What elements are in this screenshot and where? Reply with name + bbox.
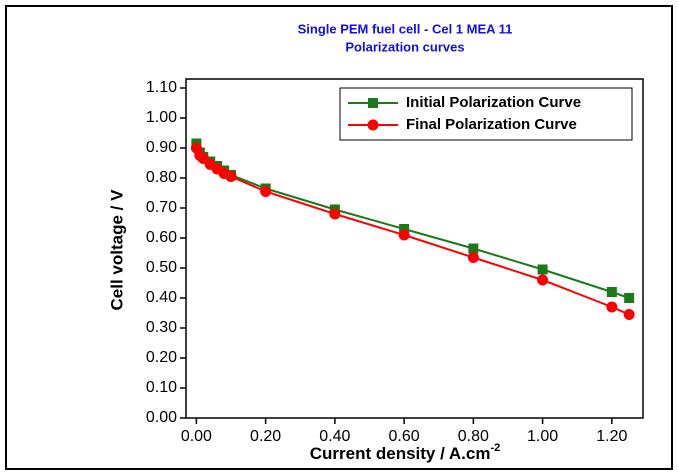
y-tick-label: 1.00 bbox=[146, 109, 177, 126]
y-tick-label: 0.70 bbox=[146, 199, 177, 216]
x-tick-label: 0.40 bbox=[319, 428, 350, 445]
marker bbox=[398, 229, 410, 241]
marker bbox=[468, 243, 479, 254]
y-axis-label: Cell voltage / V bbox=[107, 189, 126, 311]
y-tick-label: 0.90 bbox=[146, 139, 177, 156]
legend-marker bbox=[367, 119, 379, 131]
y-tick-label: 0.30 bbox=[146, 319, 177, 336]
y-tick-label: 0.20 bbox=[146, 349, 177, 366]
x-tick-label: 0.80 bbox=[458, 428, 489, 445]
x-tick-label: 0.60 bbox=[389, 428, 420, 445]
y-tick-label: 0.40 bbox=[146, 289, 177, 306]
x-tick-label: 1.20 bbox=[596, 428, 627, 445]
x-axis-label: Current density / A.cm-2 bbox=[310, 442, 501, 464]
y-tick-label: 0.60 bbox=[146, 229, 177, 246]
marker bbox=[225, 171, 237, 182]
marker bbox=[399, 224, 410, 234]
y-tick-label: 0.10 bbox=[146, 379, 177, 396]
frame bbox=[5, 5, 673, 470]
marker bbox=[623, 309, 635, 320]
y-tick-label: 0.50 bbox=[146, 259, 177, 276]
marker bbox=[329, 208, 341, 220]
y-tick-label: 1.10 bbox=[146, 79, 177, 96]
y-tick-label: 0.00 bbox=[146, 409, 177, 426]
marker bbox=[467, 252, 479, 263]
x-tick-label: 1.00 bbox=[527, 428, 558, 445]
x-tick-label: 0.00 bbox=[181, 428, 212, 445]
x-tick-label: 0.20 bbox=[250, 428, 281, 445]
marker bbox=[537, 274, 549, 286]
marker bbox=[606, 287, 617, 297]
x-axis-label-text: Current density / A.cm bbox=[310, 444, 491, 463]
legend-box bbox=[339, 87, 633, 141]
chart-title: Single PEM fuel cell - Cel 1 MEA 11 bbox=[298, 21, 513, 36]
marker bbox=[537, 264, 548, 275]
chart-subtitle: Polarization curves bbox=[345, 39, 464, 54]
y-tick-label: 0.80 bbox=[146, 169, 177, 186]
plot-area bbox=[185, 78, 644, 419]
marker bbox=[260, 186, 272, 197]
legend-label: Initial Polarization Curve bbox=[406, 94, 581, 111]
marker bbox=[624, 293, 635, 303]
legend-label: Final Polarization Curve bbox=[406, 116, 577, 133]
marker bbox=[606, 301, 618, 313]
x-axis-label-sup: -2 bbox=[490, 442, 500, 454]
legend-marker bbox=[368, 98, 378, 108]
